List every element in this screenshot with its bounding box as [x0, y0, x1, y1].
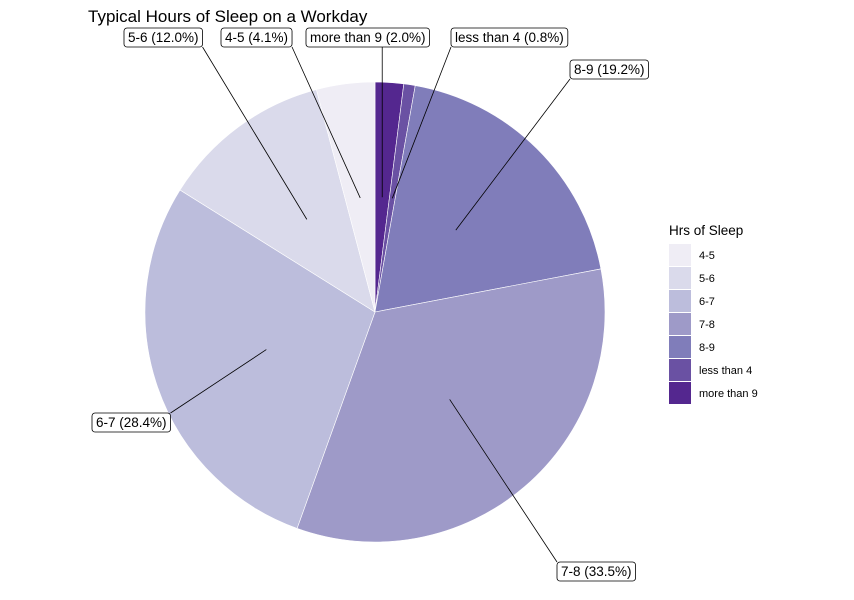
slice-label-box	[91, 412, 171, 433]
slice-label-box	[305, 27, 430, 48]
label-leader-line	[202, 46, 308, 220]
label-leader-line	[170, 349, 267, 414]
slice-label: 7-8 (33.5%)	[561, 564, 632, 579]
legend-key-more-than-9	[669, 382, 691, 404]
legend-key-6-7	[669, 290, 691, 312]
legend-key-5-6	[669, 267, 691, 289]
slice-label: 8-9 (19.2%)	[574, 62, 645, 77]
legend-title: Hrs of Sleep	[669, 223, 743, 238]
legend-key-8-9	[669, 336, 691, 358]
slice-label: 6-7 (28.4%)	[96, 415, 167, 430]
slice-label: 5-6 (12.0%)	[128, 30, 199, 45]
chart-title: Typical Hours of Sleep on a Workday	[88, 7, 368, 26]
legend-label: 8-9	[699, 342, 715, 354]
legend-label: less than 4	[699, 365, 752, 377]
legend-label: 6-7	[699, 296, 715, 308]
pie-slice-5-6	[179, 89, 376, 313]
slice-label: less than 4 (0.8%)	[455, 30, 564, 45]
slice-label-box	[220, 27, 293, 48]
slice-label-box	[556, 561, 636, 582]
label-leader-line	[455, 78, 571, 231]
pie-slice-6-7	[144, 189, 376, 529]
legend-key-less-than-4	[669, 359, 691, 381]
legend-key-4-5	[669, 244, 691, 266]
slice-label: 4-5 (4.1%)	[225, 30, 288, 45]
pie-slice-4-5	[316, 81, 376, 313]
label-leader-line	[449, 399, 558, 563]
legend-label: more than 9	[699, 388, 758, 400]
legend-label: 4-5	[699, 250, 715, 262]
slice-label: more than 9 (2.0%)	[310, 30, 426, 45]
label-leader-line	[391, 46, 452, 199]
legend: Hrs of Sleep 4-5 5-6 6-7 7-8 8-9 less than 4 m…	[669, 223, 758, 404]
pie-slice-8-9	[374, 85, 602, 313]
pie-slices	[144, 81, 606, 543]
slice-label-box	[569, 59, 649, 80]
label-leader-line	[291, 46, 361, 199]
pie-slice-7-8	[296, 268, 606, 543]
legend-key-7-8	[669, 313, 691, 335]
slice-labels: more than 9 (2.0%) less than 4 (0.8%) 8-9 …	[91, 27, 649, 582]
label-leaders	[170, 46, 571, 563]
slice-label-box	[450, 27, 569, 48]
legend-label: 7-8	[699, 319, 715, 331]
legend-label: 5-6	[699, 273, 715, 285]
slice-label-box	[123, 27, 203, 48]
